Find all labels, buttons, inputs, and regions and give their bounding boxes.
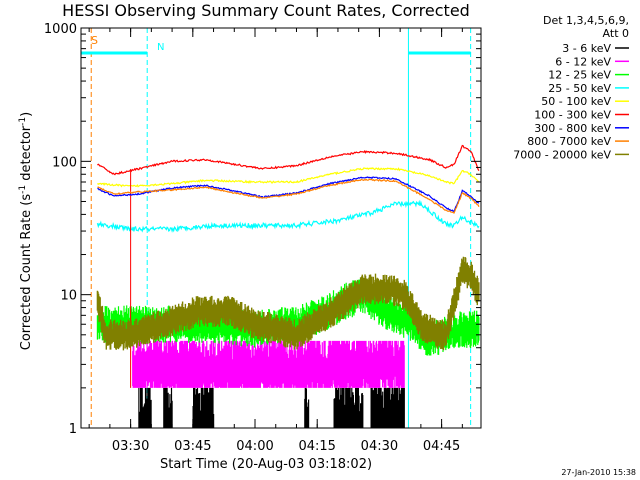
chart-title: HESSI Observing Summary Count Rates, Cor…: [62, 1, 470, 20]
y-tick-label-3: 100: [52, 155, 77, 170]
flag-n: N: [157, 42, 164, 53]
legend-title-line-2: Att 0: [603, 27, 629, 40]
timestamp: 27-Jan-2010 15:38: [561, 468, 636, 477]
series-8-line: [97, 178, 480, 214]
legend-title-line-1: Det 1,3,4,5,6,9,: [543, 14, 629, 27]
x-tick-label-6: 04:45: [423, 439, 460, 454]
legend-label-7: 300 - 800 keV: [534, 122, 611, 135]
series-2-bars: [132, 340, 405, 388]
flag-s: S: [91, 34, 98, 47]
legend-label-3: 12 - 25 keV: [548, 69, 611, 82]
y-axis-label: Corrected Count Rate (s-1 detector-1): [18, 112, 34, 350]
legend-label-6: 100 - 300 keV: [534, 109, 611, 122]
series-4-line: [96, 199, 480, 233]
series-9-band: [96, 256, 480, 351]
series-2: [132, 340, 405, 388]
plot-frame: [80, 27, 482, 429]
series-5: [97, 167, 480, 188]
x-tick-label-4: 04:15: [298, 439, 335, 454]
legend-label-4: 25 - 50 keV: [548, 82, 611, 95]
x-tick-label-2: 03:45: [174, 439, 211, 454]
x-axis-label: Start Time (20-Aug-03 03:18:02): [160, 457, 372, 472]
x-tick-label-3: 04:00: [236, 439, 273, 454]
series-6-line: [97, 144, 480, 176]
series-8: [97, 178, 480, 214]
y-tick-label-1: 1: [69, 422, 77, 437]
series-1: [96, 387, 480, 428]
series-1-bars: [96, 387, 480, 428]
series-5-line: [97, 167, 480, 188]
x-tick-label-5: 04:30: [361, 439, 398, 454]
y-tick-label-2: 10: [60, 289, 77, 304]
x-tick-label-1: 03:30: [112, 439, 149, 454]
series-4: [96, 199, 480, 233]
legend-label-2: 6 - 12 keV: [555, 55, 611, 68]
legend-label-9: 7000 - 20000 keV: [513, 148, 611, 161]
legend-label-8: 800 - 7000 keV: [527, 135, 611, 148]
series-6: [97, 144, 480, 388]
plot-marks: SN: [80, 28, 480, 428]
series-9: [96, 256, 480, 351]
y-tick-label-4: 1000: [44, 22, 77, 37]
plot-axes: 1 10 100 1000 03:30 03:45 04:00 04:15 04:30 04:45: [44, 22, 482, 454]
legend-label-5: 50 - 100 keV: [541, 95, 611, 108]
legend-label-1: 3 - 6 keV: [562, 42, 611, 55]
